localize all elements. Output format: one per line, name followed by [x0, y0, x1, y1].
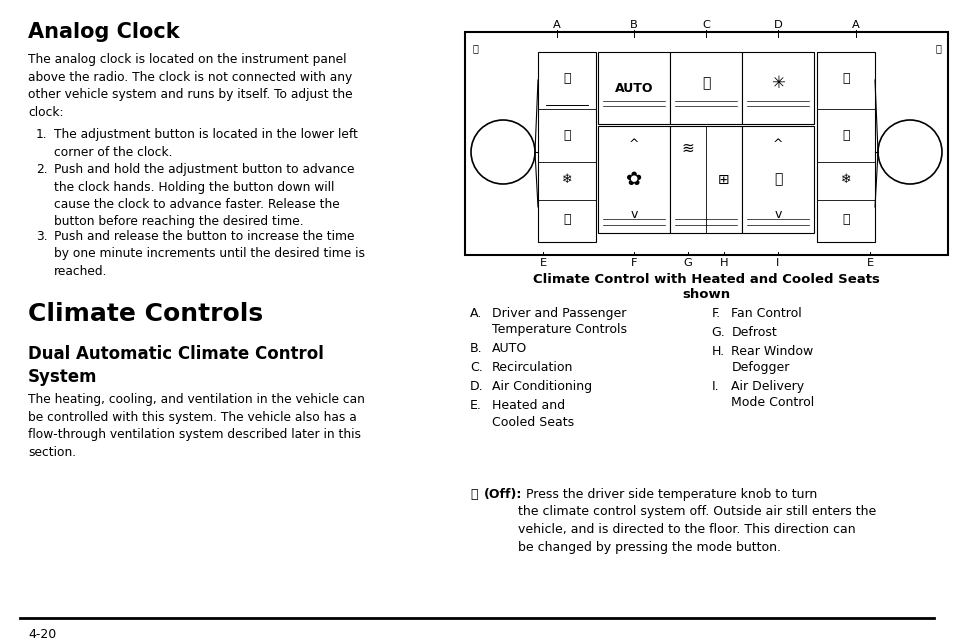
Text: G: G	[683, 258, 692, 268]
Text: Push and release the button to increase the time
by one minute increments until : Push and release the button to increase …	[54, 230, 365, 278]
Bar	[741, 126, 813, 233]
Text: C: C	[701, 20, 709, 30]
Text: 🚗: 🚗	[701, 76, 709, 90]
Text: Rear Window
Defogger: Rear Window Defogger	[731, 345, 813, 375]
Text: (Off):: (Off):	[483, 488, 522, 501]
Text: AUTO: AUTO	[492, 342, 527, 355]
Text: Fan Control: Fan Control	[731, 307, 801, 320]
Text: F.: F.	[711, 307, 720, 320]
Text: 🔥: 🔥	[841, 212, 849, 226]
Text: ⏽: ⏽	[470, 488, 477, 501]
Text: 4-20: 4-20	[28, 628, 56, 638]
Text: The adjustment button is located in the lower left
corner of the clock.: The adjustment button is located in the …	[54, 128, 357, 158]
Text: C.: C.	[470, 361, 482, 374]
Text: 🌺: 🌺	[562, 129, 570, 142]
Text: 1.: 1.	[36, 128, 48, 141]
Text: 🧍: 🧍	[773, 172, 781, 186]
Text: Driver and Passenger
Temperature Controls: Driver and Passenger Temperature Control…	[492, 307, 626, 336]
Text: G.: G.	[711, 326, 724, 339]
Text: 🪑: 🪑	[841, 72, 849, 85]
Text: H: H	[719, 258, 727, 268]
Bar	[741, 52, 813, 124]
Text: ❄: ❄	[840, 173, 850, 186]
Text: D.: D.	[470, 380, 483, 393]
Text: 🌺: 🌺	[841, 129, 849, 142]
Text: E: E	[865, 258, 873, 268]
Text: ^: ^	[628, 138, 639, 151]
Text: Push and hold the adjustment button to advance
the clock hands. Holding the butt: Push and hold the adjustment button to a…	[54, 163, 355, 228]
Text: v: v	[630, 209, 637, 221]
Text: ^: ^	[772, 138, 782, 151]
Bar	[816, 52, 874, 242]
Bar	[598, 52, 669, 124]
Text: Air Conditioning: Air Conditioning	[492, 380, 592, 393]
Text: A: A	[553, 20, 560, 30]
Text: Defrost: Defrost	[731, 326, 777, 339]
Text: 2.: 2.	[36, 163, 48, 176]
Text: Dual Automatic Climate Control
System: Dual Automatic Climate Control System	[28, 345, 323, 386]
Text: B.: B.	[470, 342, 482, 355]
Bar	[464, 32, 947, 255]
Text: v: v	[774, 209, 781, 221]
Text: D: D	[773, 20, 781, 30]
Text: B: B	[630, 20, 638, 30]
Text: The analog clock is located on the instrument panel
above the radio. The clock i: The analog clock is located on the instr…	[28, 53, 353, 119]
Text: Recirculation: Recirculation	[492, 361, 573, 374]
Bar	[669, 52, 741, 124]
Bar	[669, 126, 741, 233]
Text: E.: E.	[470, 399, 481, 412]
Text: Climate Controls: Climate Controls	[28, 302, 263, 326]
Text: ❄: ❄	[561, 173, 572, 186]
Text: 🔥: 🔥	[562, 212, 570, 226]
Text: H.: H.	[711, 345, 724, 358]
Text: Climate Control with Heated and Cooled Seats: Climate Control with Heated and Cooled S…	[533, 273, 879, 286]
Text: ⊞: ⊞	[718, 172, 729, 186]
Text: A: A	[851, 20, 859, 30]
Text: Air Delivery
Mode Control: Air Delivery Mode Control	[731, 380, 814, 410]
Text: ✿: ✿	[625, 170, 641, 189]
Text: Press the driver side temperature knob to turn
the climate control system off. O: Press the driver side temperature knob t…	[517, 488, 876, 554]
Text: A.: A.	[470, 307, 482, 320]
Text: I: I	[776, 258, 779, 268]
Text: shown: shown	[681, 288, 730, 301]
Text: 🪑: 🪑	[562, 72, 570, 85]
Text: Heated and
Cooled Seats: Heated and Cooled Seats	[492, 399, 574, 429]
Text: I.: I.	[711, 380, 719, 393]
Bar	[537, 52, 596, 242]
Text: AUTO: AUTO	[614, 82, 653, 94]
Text: ≋: ≋	[680, 140, 694, 156]
Text: F: F	[630, 258, 637, 268]
Text: The heating, cooling, and ventilation in the vehicle can
be controlled with this: The heating, cooling, and ventilation in…	[28, 393, 364, 459]
Text: Analog Clock: Analog Clock	[28, 22, 179, 42]
Text: ⏽: ⏽	[934, 43, 940, 53]
Text: ⏽: ⏽	[472, 43, 477, 53]
Bar	[598, 126, 669, 233]
Text: E: E	[538, 258, 546, 268]
Text: ✳: ✳	[770, 74, 784, 92]
Text: 3.: 3.	[36, 230, 48, 243]
